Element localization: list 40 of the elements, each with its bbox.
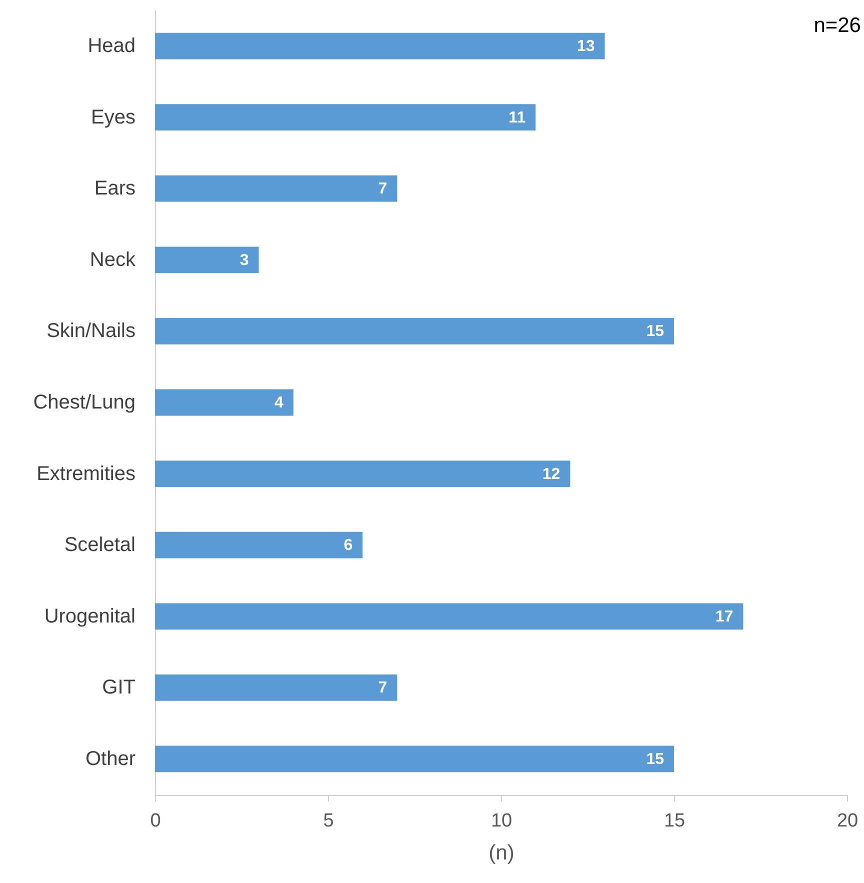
bar [155,32,605,60]
bar [155,246,259,274]
x-tick-label: 10 [490,810,512,832]
data-label: 7 [378,180,388,198]
bar [155,532,363,558]
y-tick-label: Ears [94,178,136,200]
data-label: 11 [508,109,526,126]
y-tick-label: Eyes [91,106,136,128]
data-label: 4 [274,394,284,412]
x-tick-label: 0 [150,810,161,832]
x-tick-label: 20 [836,810,858,832]
bar [155,746,674,772]
data-label: 7 [378,680,388,697]
data-label: 12 [542,466,560,483]
bar [155,175,398,202]
y-tick-label: Chest/Lung [33,392,136,414]
bar [155,674,398,701]
data-label: 13 [577,38,595,56]
bar [155,460,570,487]
annotation: n=26 [814,14,861,37]
y-tick-label: Extremities [36,462,136,485]
data-label: 6 [344,537,353,554]
data-label: 3 [240,252,249,269]
y-tick-label: Other [85,748,136,770]
bar [155,318,674,344]
x-axis-title: (n) [488,842,514,864]
x-tick-label: 5 [323,810,334,832]
x-tick-label: 15 [664,810,686,832]
y-tick-label: Sceletal [64,534,136,556]
bar [155,389,294,416]
bar [155,603,744,630]
y-tick-label: Urogenital [44,605,136,628]
y-tick-label: Skin/Nails [46,320,136,342]
data-label: 15 [646,323,664,340]
y-tick-label: GIT [102,676,136,699]
data-label: 15 [646,750,664,768]
y-tick-label: Head [88,35,136,58]
y-tick-label: Neck [90,248,136,271]
data-label: 17 [715,608,734,626]
bar [155,104,536,130]
